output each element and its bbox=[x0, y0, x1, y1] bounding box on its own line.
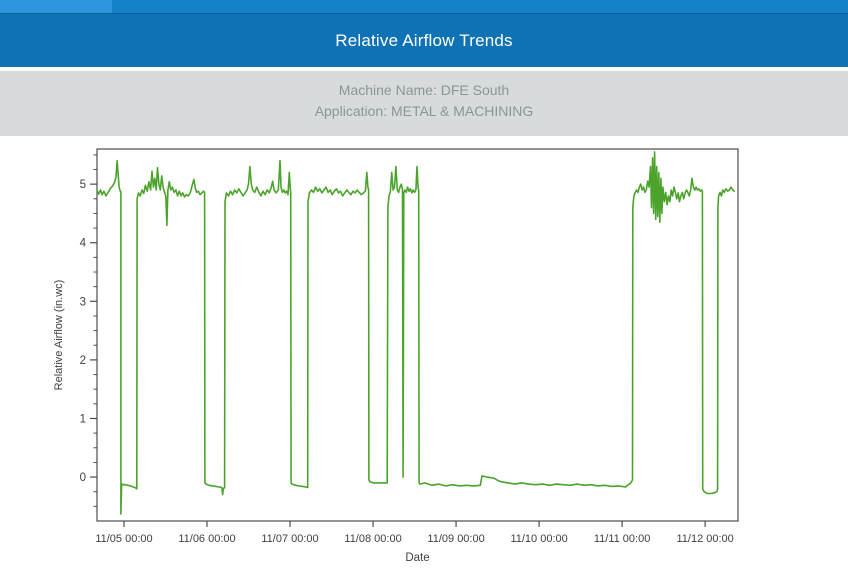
x-tick-label: 11/11 00:00 bbox=[594, 533, 650, 545]
x-tick-label: 11/06 00:00 bbox=[178, 533, 235, 545]
airflow-chart-section: 0 1 2 3 4 5 11/05 00:00 11/06 00:00 11/07 00:00 1… bbox=[0, 136, 848, 583]
page-title: Relative Airflow Trends bbox=[335, 30, 513, 50]
x-tick-label: 11/05 00:00 bbox=[95, 533, 152, 545]
y-tick-label: 2 bbox=[80, 355, 86, 367]
top-left-tab bbox=[0, 0, 112, 13]
header-divider bbox=[0, 67, 848, 71]
x-tick-label: 11/07 00:00 bbox=[261, 533, 318, 545]
top-strip bbox=[0, 0, 848, 14]
report-header: Relative Airflow Trends bbox=[0, 14, 848, 67]
application-text: Application: METAL & MACHINING bbox=[314, 103, 534, 119]
y-tick-label: 4 bbox=[80, 238, 87, 250]
machine-name-text: Machine Name: DFE South bbox=[338, 82, 510, 98]
x-tick-label: 11/08 00:00 bbox=[344, 533, 401, 545]
x-axis-title: Date bbox=[405, 552, 429, 564]
y-tick-label: 5 bbox=[80, 179, 86, 191]
y-tick-label: 0 bbox=[80, 472, 86, 484]
y-tick-label: 3 bbox=[80, 296, 86, 308]
airflow-trend-chart: 0 1 2 3 4 5 11/05 00:00 11/06 00:00 11/07 00:00 1… bbox=[53, 148, 739, 564]
y-axis-title: Relative Airflow (in.wc) bbox=[53, 280, 65, 391]
machine-info-bar: Machine Name: DFE South Application: MET… bbox=[0, 71, 848, 136]
x-tick-label: 11/12 00:00 bbox=[676, 533, 733, 545]
x-tick-label: 11/10 00:00 bbox=[510, 533, 567, 545]
plot-border bbox=[96, 148, 739, 522]
x-tick-label: 11/09 00:00 bbox=[427, 533, 484, 545]
y-tick-label: 1 bbox=[80, 413, 86, 425]
airflow-line bbox=[96, 151, 736, 515]
